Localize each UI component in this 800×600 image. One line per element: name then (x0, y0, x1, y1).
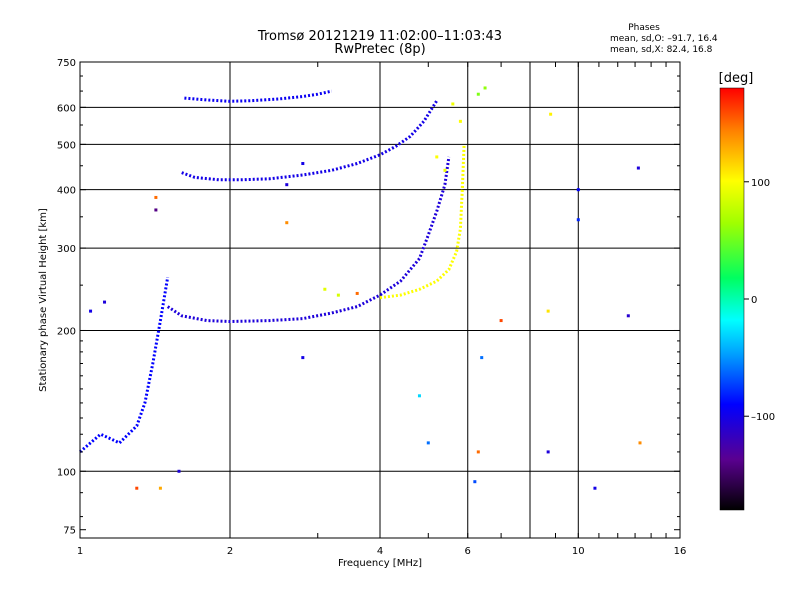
echo-point (154, 208, 158, 212)
echo-point (458, 119, 462, 123)
echo-point (158, 486, 162, 490)
echo-point (135, 486, 139, 490)
echo-point (443, 168, 447, 172)
echo-point (626, 314, 630, 318)
echo-point (285, 221, 289, 225)
echo-point (154, 195, 158, 199)
echo-point (576, 188, 580, 192)
stats-heading: Phases (628, 23, 660, 33)
y-tick-label: 100 (57, 467, 76, 478)
echo-trace (166, 156, 451, 323)
x-tick-label: 6 (465, 546, 471, 557)
y-tick-label: 400 (57, 186, 76, 197)
colorbar-tick-label: 0 (751, 295, 757, 306)
echo-trace (181, 99, 439, 182)
echo-point (576, 218, 580, 222)
grid-lines (80, 62, 680, 538)
echo-point (593, 486, 597, 490)
echo-point (476, 92, 480, 96)
echo-point (301, 356, 305, 360)
chart-subtitle: RwPretec (8p) (334, 42, 425, 57)
echo-point (546, 309, 550, 313)
echo-point (417, 394, 421, 398)
x-axis: 1 2 4 6 10 16 (77, 62, 687, 557)
echo-point (638, 441, 642, 445)
echo-point (435, 155, 439, 159)
y-tick-label: 300 (57, 244, 76, 255)
x-tick-label: 4 (377, 546, 383, 557)
x-tick-label: 16 (674, 546, 687, 557)
echo-point (89, 309, 93, 313)
echo-trace (79, 276, 170, 454)
x-tick-label: 1 (77, 546, 83, 557)
y-tick-label: 500 (57, 140, 76, 151)
colorbar-label: [deg] (719, 71, 754, 86)
stats-x-line: mean, sd,X: 82.4, 16.8 (610, 45, 713, 55)
y-axis: 75 100 200 300 400 500 600 750 (57, 58, 680, 537)
echo-point (426, 441, 430, 445)
y-tick-label: 200 (57, 326, 76, 337)
echo-point (549, 112, 553, 116)
echo-point (546, 450, 550, 454)
echo-point (483, 86, 487, 90)
data-points (79, 86, 642, 490)
colorbar-ticks: 100 0 –100 (744, 178, 775, 423)
colorbar-tick-label: –100 (751, 412, 775, 423)
colorbar-tick-label: 100 (751, 178, 770, 189)
y-tick-label: 75 (63, 526, 76, 537)
echo-point (451, 102, 455, 106)
colorbar (719, 87, 745, 511)
echo-point (473, 480, 477, 484)
echo-point (323, 287, 327, 291)
echo-point (499, 319, 503, 323)
x-tick-label: 10 (572, 546, 585, 557)
y-tick-label: 750 (57, 58, 76, 69)
echo-point (177, 469, 181, 473)
x-tick-label: 2 (227, 546, 233, 557)
echo-point (301, 162, 305, 166)
y-axis-label: Stationary phase Virtual Height [km] (38, 208, 49, 392)
echo-point (336, 293, 340, 297)
echo-point (476, 450, 480, 454)
x-axis-label: Frequency [MHz] (338, 558, 422, 569)
echo-point (285, 183, 289, 187)
chart-title: Tromsø 20121219 11:02:00–11:03:43 (257, 29, 502, 44)
y-tick-label: 600 (57, 103, 76, 114)
echo-point (103, 300, 107, 304)
echo-point (355, 291, 359, 295)
echo-point (480, 356, 484, 360)
echo-trace (184, 89, 333, 103)
stats-o-line: mean, sd,O: –91.7, 16.4 (610, 34, 718, 44)
echo-point (636, 166, 640, 170)
echo-trace (379, 144, 466, 300)
